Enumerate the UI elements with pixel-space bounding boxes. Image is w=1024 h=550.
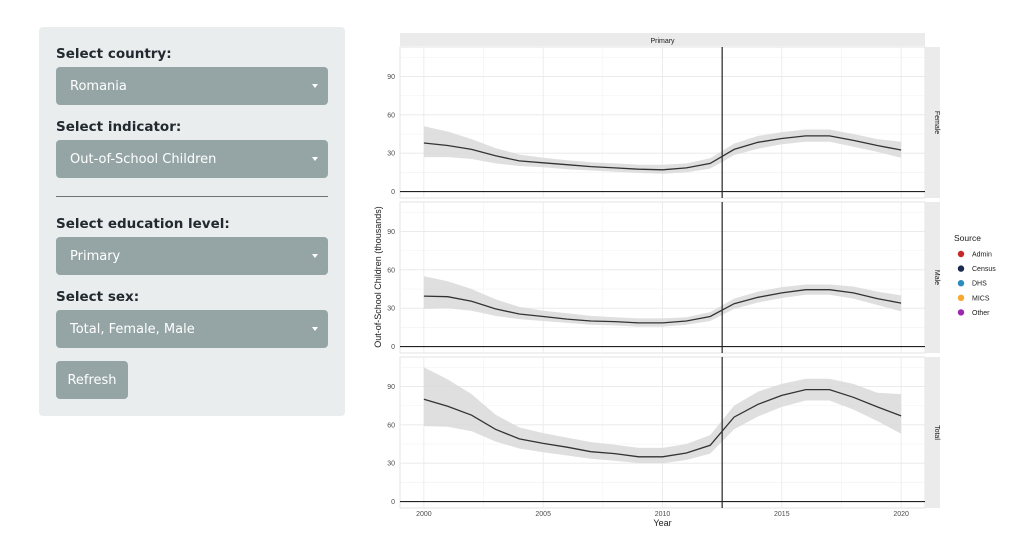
trend-line-male bbox=[423, 289, 902, 324]
indicator-select-label: Select indicator: bbox=[56, 119, 182, 135]
y-tick-label: 30 bbox=[387, 151, 395, 158]
y-tick-label: 90 bbox=[387, 384, 395, 391]
y-tick-label: 90 bbox=[387, 74, 395, 81]
oosc-trend-chart: Primary 0 30 60 90 Female 0 30 60 90 Male 0 30 60 90 To… bbox=[373, 33, 996, 528]
education-level-select[interactable]: Primary bbox=[56, 237, 328, 275]
control-sidebar: Select country: Romania Select indicator… bbox=[39, 27, 345, 416]
facet-strip-top bbox=[400, 33, 925, 46]
legend-label-other: Other bbox=[972, 310, 990, 317]
indicator-select-value: Out-of-School Children bbox=[70, 151, 217, 167]
facet-label-male: Male bbox=[933, 270, 940, 285]
legend-swatch-other bbox=[957, 309, 965, 316]
y-tick-label: 60 bbox=[387, 112, 395, 119]
legend-title: Source bbox=[954, 233, 981, 243]
divider bbox=[56, 196, 328, 197]
y-tick-label: 0 bbox=[391, 499, 395, 506]
indicator-select[interactable]: Out-of-School Children bbox=[56, 140, 328, 178]
confidence-band bbox=[423, 276, 902, 327]
facet-label-total: Total bbox=[933, 425, 940, 440]
x-tick-label: 2005 bbox=[535, 511, 551, 518]
country-select[interactable]: Romania bbox=[56, 67, 328, 105]
legend-swatch-dhs bbox=[957, 280, 965, 287]
legend-swatch-admin bbox=[957, 250, 965, 258]
sex-select[interactable]: Total, Female, Male bbox=[56, 310, 328, 348]
x-tick-label: 2015 bbox=[774, 511, 790, 518]
confidence-band bbox=[423, 367, 902, 464]
legend-label-admin: Admin bbox=[972, 252, 992, 259]
country-select-label: Select country: bbox=[56, 46, 172, 62]
facet-strip-side bbox=[925, 357, 940, 508]
sex-select-value: Total, Female, Male bbox=[70, 321, 195, 337]
trend-line-total bbox=[423, 388, 902, 458]
y-tick-label: 60 bbox=[387, 422, 395, 429]
y-tick-label: 30 bbox=[387, 306, 395, 313]
sex-select-label: Select sex: bbox=[56, 289, 140, 305]
legend-label-mics: MICS bbox=[972, 295, 990, 302]
legend-label-census: Census bbox=[972, 266, 996, 273]
y-tick-label: 0 bbox=[391, 189, 395, 196]
x-tick-label: 2010 bbox=[655, 511, 671, 518]
caret-down-icon bbox=[312, 327, 318, 331]
y-axis-title: Out-of-School Children (thousands) bbox=[373, 206, 383, 348]
legend-swatch-mics bbox=[957, 294, 965, 301]
caret-down-icon bbox=[312, 84, 318, 88]
x-tick-label: 2000 bbox=[416, 511, 432, 518]
y-tick-label: 30 bbox=[387, 461, 395, 468]
caret-down-icon bbox=[312, 254, 318, 258]
education-level-select-value: Primary bbox=[70, 248, 121, 264]
facet-strip-side bbox=[925, 202, 940, 353]
y-tick-label: 60 bbox=[387, 267, 395, 274]
x-tick-label: 2020 bbox=[893, 511, 909, 518]
trend-line-female bbox=[423, 135, 902, 171]
education-level-select-label: Select education level: bbox=[56, 216, 230, 232]
facet-label-female: Female bbox=[933, 111, 940, 134]
y-tick-label: 90 bbox=[387, 229, 395, 236]
refresh-button[interactable]: Refresh bbox=[56, 361, 128, 399]
legend-label-dhs: DHS bbox=[972, 281, 987, 288]
facet-strip-label: Primary bbox=[650, 38, 675, 45]
x-axis-title: Year bbox=[653, 518, 671, 528]
caret-down-icon bbox=[312, 157, 318, 161]
country-select-value: Romania bbox=[70, 78, 127, 94]
facet-strip-side bbox=[925, 47, 940, 198]
y-tick-label: 0 bbox=[391, 344, 395, 351]
legend-swatch-census bbox=[957, 265, 965, 272]
